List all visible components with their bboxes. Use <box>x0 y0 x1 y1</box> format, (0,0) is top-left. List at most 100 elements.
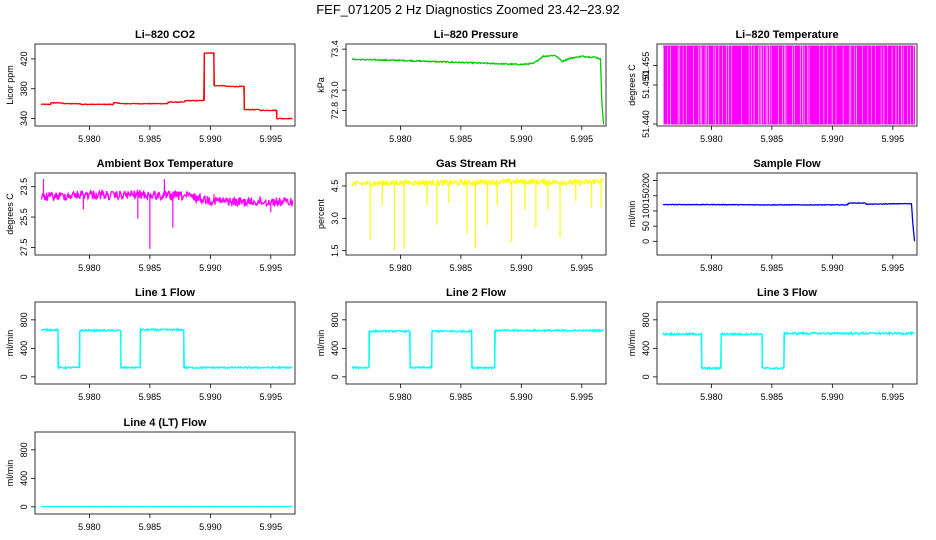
y-tick-label: 800 <box>641 312 651 327</box>
y-tick-label: 72.8 <box>330 102 340 120</box>
series-group <box>351 176 604 251</box>
chart-title: Line 2 Flow <box>446 287 506 299</box>
x-tick-label: 5.985 <box>450 392 473 402</box>
series-group <box>40 51 293 120</box>
y-tick-label: 27.5 <box>19 239 29 257</box>
x-tick-label: 5.980 <box>700 134 723 144</box>
x-tick-label: 5.995 <box>260 263 283 273</box>
y-tick-label: 340 <box>19 111 29 126</box>
plot-frame <box>656 301 918 385</box>
series-line <box>40 188 294 208</box>
x-tick-label: 5.985 <box>139 522 162 532</box>
y-tick-label: 400 <box>19 341 29 356</box>
plot-frame <box>345 43 607 127</box>
chart-title: Line 1 Flow <box>135 287 195 299</box>
y-tick-label: 800 <box>19 442 29 457</box>
plot-frame <box>345 301 607 385</box>
y-axis-label: ml/min <box>627 330 637 357</box>
chart-title: Sample Flow <box>753 158 821 170</box>
y-tick-label: 73.4 <box>330 40 340 58</box>
y-tick-label: 3.0 <box>330 212 340 225</box>
y-tick-label: 4.5 <box>330 180 340 193</box>
x-tick-label: 5.995 <box>260 134 283 144</box>
chart-panel: Li–820 Pressure 5.980 5.985 5.990 5.995 72.8 7… <box>316 29 607 144</box>
y-axis-label: Licor ppm <box>5 65 15 105</box>
y-tick-label: 400 <box>641 341 651 356</box>
series-line <box>40 327 293 370</box>
x-tick-label: 5.990 <box>510 263 533 273</box>
y-tick-label: 400 <box>330 341 340 356</box>
y-axis-label: ml/min <box>5 330 15 357</box>
y-axis-label: ml/min <box>627 201 637 228</box>
series-line <box>40 51 293 120</box>
plot-frame <box>34 43 296 127</box>
y-tick-label: 0 <box>19 504 29 509</box>
x-tick-label: 5.995 <box>260 392 283 402</box>
y-tick-label: 1.5 <box>330 244 340 257</box>
x-tick-label: 5.995 <box>882 263 905 273</box>
y-tick-label: 0 <box>641 374 651 379</box>
plot-frame <box>345 172 607 256</box>
chart-title: Li–820 CO2 <box>135 29 195 41</box>
chart-title: Ambient Box Temperature <box>97 158 234 170</box>
x-tick-label: 5.985 <box>139 263 162 273</box>
chart-panel: Line 2 Flow 5.980 5.985 5.990 5.995 0 400 800 ml… <box>316 287 607 402</box>
x-tick-label: 5.990 <box>510 134 533 144</box>
y-tick-label: 800 <box>19 312 29 327</box>
y-tick-label: 200 <box>641 173 651 188</box>
x-tick-label: 5.980 <box>389 392 412 402</box>
series-line <box>351 176 604 188</box>
series-group <box>663 202 916 242</box>
y-tick-label: 400 <box>19 471 29 486</box>
chart-title: Line 3 Flow <box>757 287 817 299</box>
chart-title: Line 4 (LT) Flow <box>124 417 207 429</box>
chart-title: Li–820 Pressure <box>434 29 518 41</box>
chart-title: Gas Stream RH <box>436 158 516 170</box>
x-tick-label: 5.995 <box>571 392 594 402</box>
x-tick-label: 5.980 <box>78 522 101 532</box>
x-tick-label: 5.995 <box>571 134 594 144</box>
y-axis-label: ml/min <box>316 330 326 357</box>
plot-frame <box>34 431 296 515</box>
x-tick-label: 5.990 <box>510 392 533 402</box>
x-tick-label: 5.985 <box>450 134 473 144</box>
y-tick-label: 0 <box>641 239 651 244</box>
x-tick-label: 5.990 <box>199 263 222 273</box>
series-line <box>351 54 605 125</box>
y-tick-label: 25.5 <box>19 208 29 226</box>
figure-title: FEF_071205 2 Hz Diagnostics Zoomed 23.42… <box>316 2 620 17</box>
x-tick-label: 5.980 <box>389 263 412 273</box>
chart-panel: Gas Stream RH 5.980 5.985 5.990 5.995 1.5 3.0 4… <box>316 158 607 273</box>
x-tick-label: 5.990 <box>821 263 844 273</box>
y-axis-label: degrees C <box>627 64 637 106</box>
x-tick-label: 5.980 <box>78 392 101 402</box>
x-tick-label: 5.990 <box>821 392 844 402</box>
plot-frame <box>656 172 918 256</box>
y-tick-label: 0 <box>330 374 340 379</box>
y-tick-label: 51.450 <box>641 71 651 99</box>
y-tick-label: 51.440 <box>641 110 651 138</box>
series-group <box>351 54 605 125</box>
chart-panel: Ambient Box Temperature 5.980 5.985 5.990 5.… <box>5 158 296 273</box>
y-axis-label: percent <box>316 198 326 229</box>
x-tick-label: 5.985 <box>139 392 162 402</box>
series-line <box>351 328 605 371</box>
y-tick-label: 420 <box>19 51 29 66</box>
series-line <box>663 45 915 125</box>
x-tick-label: 5.985 <box>450 263 473 273</box>
y-tick-label: 100 <box>641 203 651 218</box>
y-axis-label: kPa <box>316 77 326 93</box>
y-axis-label: ml/min <box>5 460 15 487</box>
y-tick-label: 150 <box>641 188 651 203</box>
plot-frame <box>34 301 296 385</box>
chart-panel: Li–820 CO2 5.980 5.985 5.990 5.995 340 380 420 L… <box>5 29 296 144</box>
x-tick-label: 5.985 <box>761 134 784 144</box>
series-group <box>40 327 293 370</box>
series-group <box>662 330 915 371</box>
series-group <box>351 328 605 371</box>
chart-panel: Li–820 Temperature 5.980 5.985 5.990 5.995 51… <box>627 29 918 144</box>
chart-panel: Sample Flow 5.980 5.985 5.990 5.995 0 50 100150… <box>627 158 918 273</box>
y-tick-label: 73.0 <box>330 81 340 99</box>
series-line <box>662 330 915 371</box>
